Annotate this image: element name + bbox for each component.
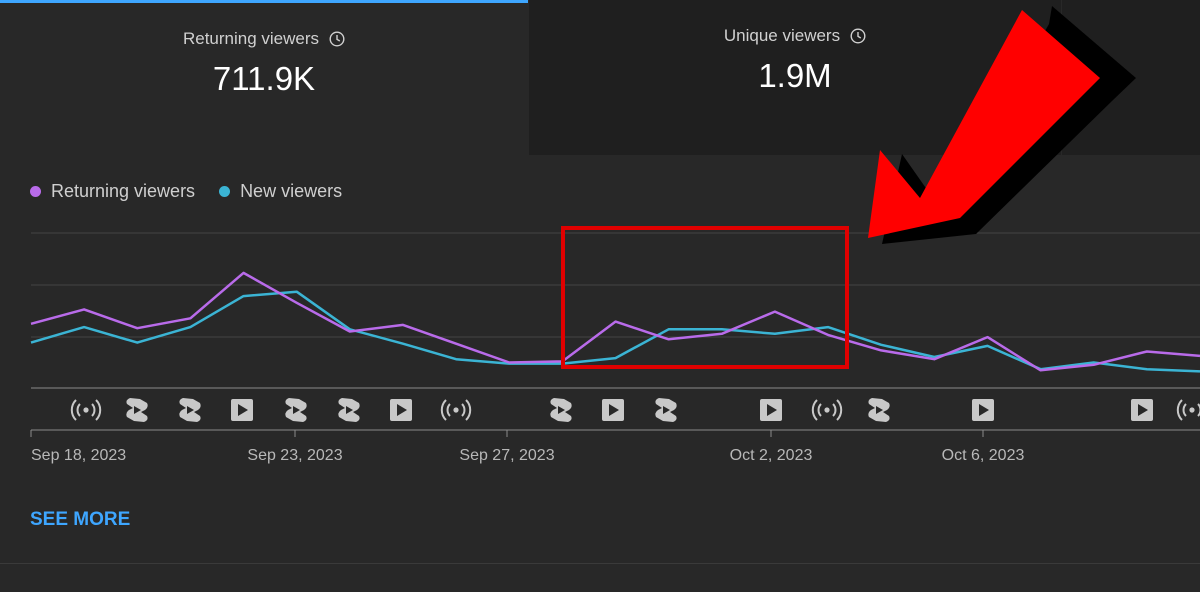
video-icon[interactable] xyxy=(1131,399,1153,421)
short-icon[interactable] xyxy=(338,398,360,422)
x-tick-label: Sep 18, 2023 xyxy=(31,447,126,464)
divider xyxy=(0,563,1200,564)
video-icon[interactable] xyxy=(231,399,253,421)
short-icon[interactable] xyxy=(868,398,890,422)
short-icon[interactable] xyxy=(550,398,572,422)
live-icon[interactable] xyxy=(70,399,102,421)
tab-title: Returning viewers xyxy=(0,29,528,49)
live-icon[interactable] xyxy=(811,399,843,421)
legend-item-new: New viewers xyxy=(219,181,342,202)
chart-legend: Returning viewers New viewers xyxy=(30,181,342,202)
tab-label: Returning viewers xyxy=(182,29,320,48)
x-tick-label: Oct 6, 2023 xyxy=(942,447,1025,464)
series-line-returning-viewers xyxy=(30,271,1200,372)
clock-icon xyxy=(329,31,345,47)
live-icon[interactable] xyxy=(1176,399,1200,421)
x-tick-label: Oct 2, 2023 xyxy=(730,447,813,464)
see-more-link[interactable]: SEE MORE xyxy=(30,509,131,530)
short-icon[interactable] xyxy=(126,398,148,422)
legend-label: New viewers xyxy=(240,181,343,201)
video-icon[interactable] xyxy=(602,399,624,421)
x-tick-label: Sep 23, 2023 xyxy=(247,447,342,464)
tab-value: 1.9M xyxy=(758,57,832,94)
short-icon[interactable] xyxy=(655,398,677,422)
video-icon[interactable] xyxy=(390,399,412,421)
video-icon[interactable] xyxy=(972,399,994,421)
tab-returning-viewers[interactable]: Returning viewers 711.9K xyxy=(0,0,528,155)
tab-label: Unique viewers xyxy=(723,26,841,45)
short-icon[interactable] xyxy=(179,398,201,422)
short-icon[interactable] xyxy=(285,398,307,422)
legend-item-returning: Returning viewers xyxy=(30,181,195,202)
video-icon[interactable] xyxy=(760,399,782,421)
x-tick-label: Sep 27, 2023 xyxy=(459,447,554,464)
clock-icon xyxy=(850,28,866,44)
tab-title: Unique viewers xyxy=(529,26,1061,46)
legend-dot-returning xyxy=(30,186,41,197)
tab-value: 711.9K xyxy=(212,60,316,97)
live-icon[interactable] xyxy=(440,399,472,421)
legend-dot-new xyxy=(219,186,231,197)
legend-label: Returning viewers xyxy=(51,181,196,201)
